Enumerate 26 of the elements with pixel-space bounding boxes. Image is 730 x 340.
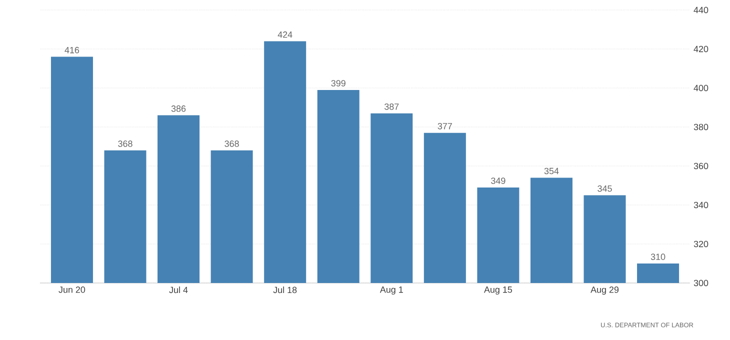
data-label: 387 <box>384 103 399 110</box>
x-tick-label: Jul 4 <box>169 286 188 294</box>
x-tick-label: Aug 29 <box>590 286 619 295</box>
y-tick-label: 380 <box>694 124 708 130</box>
y-tick-label: 420 <box>694 46 708 52</box>
data-label: 368 <box>118 140 132 147</box>
data-label: 424 <box>278 31 292 38</box>
data-label: 386 <box>171 105 186 112</box>
x-tick-label: Aug 1 <box>380 286 403 295</box>
x-tick-label: Aug 15 <box>484 286 512 295</box>
y-tick-label: 300 <box>694 280 708 286</box>
x-tick-label: Jul 18 <box>273 286 297 294</box>
data-label: 354 <box>544 168 559 174</box>
data-label: 310 <box>650 254 666 260</box>
data-label: 399 <box>331 80 346 86</box>
data-label: 368 <box>224 140 239 147</box>
y-tick-label: 360 <box>694 162 708 170</box>
data-label: 349 <box>491 178 506 184</box>
data-label: 416 <box>64 46 80 54</box>
y-tick-label: 400 <box>694 84 708 92</box>
y-tick-label: 320 <box>694 240 708 248</box>
y-tick-label: 340 <box>694 202 708 208</box>
x-tick-label: Jun 20 <box>58 286 86 293</box>
y-tick-label: 440 <box>694 6 708 14</box>
data-label: 377 <box>438 122 452 130</box>
data-label: 345 <box>598 185 612 192</box>
